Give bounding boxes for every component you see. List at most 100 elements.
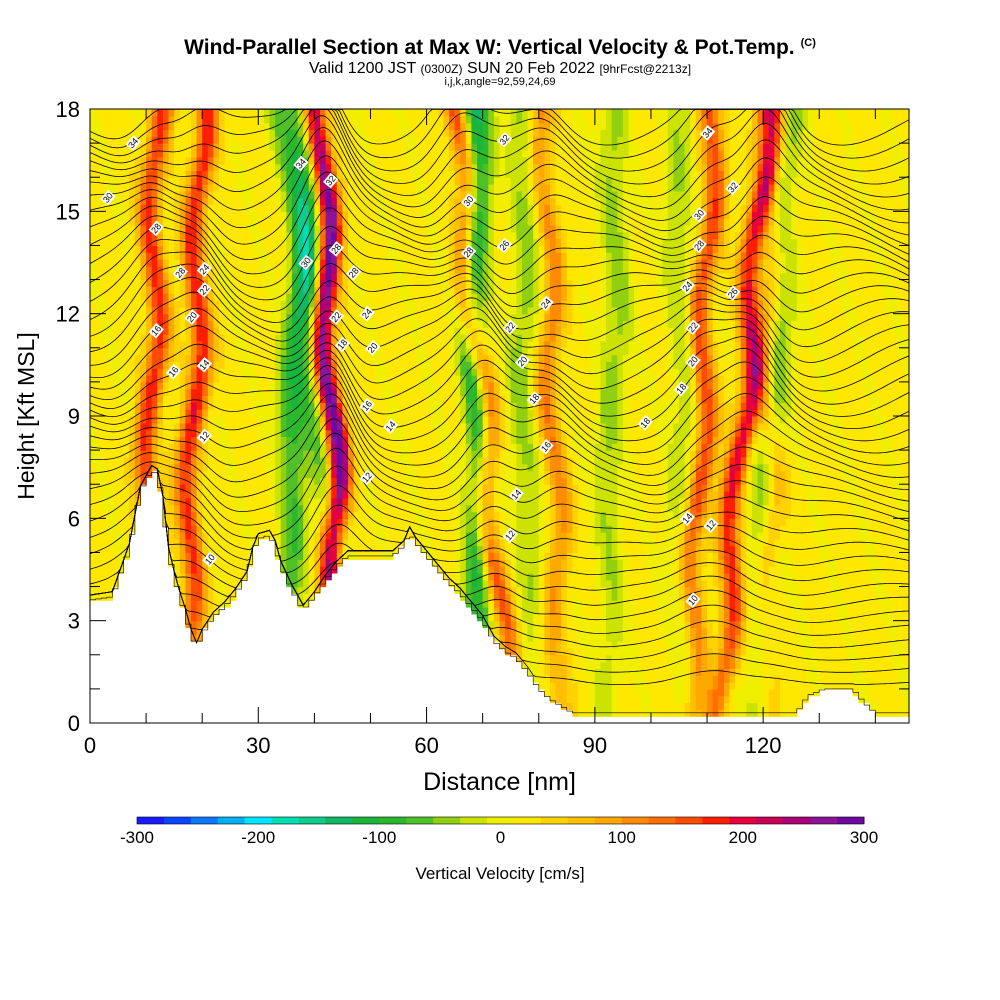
velocity-cell: [207, 293, 215, 301]
velocity-cell: [297, 177, 304, 185]
velocity-cell: [432, 511, 439, 519]
velocity-cell: [157, 300, 164, 308]
velocity-cell: [460, 402, 467, 410]
velocity-cell: [449, 313, 456, 322]
velocity-cell: [269, 122, 276, 131]
velocity-cell: [420, 525, 428, 533]
velocity-cell: [432, 231, 439, 240]
velocity-cell: [230, 579, 237, 588]
velocity-cell: [364, 436, 372, 444]
velocity-cell: [398, 477, 405, 485]
velocity-cell: [432, 361, 439, 369]
velocity-cell: [95, 361, 102, 369]
velocity-cell: [460, 190, 467, 199]
velocity-cell: [409, 375, 416, 383]
velocity-cell: [297, 375, 304, 383]
velocity-cell: [331, 272, 338, 281]
velocity-cell: [106, 224, 114, 233]
velocity-cell: [342, 122, 349, 131]
velocity-cell: [174, 156, 181, 165]
velocity-cell: [213, 511, 220, 519]
velocity-cell: [179, 252, 186, 260]
velocity-cell: [342, 436, 349, 444]
velocity-cell: [179, 402, 186, 410]
velocity-cell: [291, 177, 299, 185]
velocity-cell: [465, 224, 473, 233]
velocity-cell: [190, 204, 198, 212]
velocity-cell: [297, 252, 304, 260]
velocity-cell: [308, 170, 315, 178]
velocity-cell: [157, 409, 164, 417]
velocity-cell: [319, 279, 327, 287]
velocity-cell: [477, 265, 484, 274]
velocity-cell: [118, 149, 125, 158]
velocity-cell: [196, 184, 203, 192]
velocity-cell: [488, 245, 495, 253]
velocity-cell: [258, 388, 265, 397]
velocity-cell: [314, 361, 321, 369]
velocity-cell: [443, 525, 450, 533]
velocity-cell: [392, 368, 400, 376]
velocity-cell: [398, 354, 405, 363]
velocity-cell: [101, 436, 108, 444]
velocity-cell: [196, 572, 203, 581]
velocity-cell: [118, 491, 125, 499]
velocity-cell: [275, 252, 282, 260]
velocity-cell: [460, 204, 467, 212]
velocity-cell: [235, 197, 243, 206]
velocity-cell: [398, 177, 405, 185]
velocity-cell: [449, 388, 456, 397]
velocity-cell: [348, 306, 355, 315]
velocity-cell: [123, 450, 130, 458]
velocity-cell: [235, 381, 243, 390]
velocity-cell: [112, 293, 119, 301]
velocity-cell: [381, 136, 388, 144]
velocity-cell: [263, 218, 271, 226]
velocity-cell: [348, 388, 355, 397]
velocity-cell: [426, 450, 433, 458]
velocity-cell: [392, 156, 400, 165]
velocity-cell: [280, 231, 287, 240]
velocity-cell: [101, 463, 108, 472]
velocity-cell: [319, 218, 327, 226]
velocity-cell: [392, 511, 400, 519]
velocity-cell: [291, 552, 299, 560]
velocity-cell: [359, 388, 366, 397]
velocity-cell: [140, 156, 147, 165]
velocity-cell: [325, 456, 332, 465]
velocity-cell: [471, 368, 478, 376]
velocity-cell: [482, 272, 489, 281]
velocity-cell: [471, 306, 478, 315]
velocity-cell: [151, 245, 158, 253]
velocity-cell: [247, 538, 254, 547]
velocity-cell: [488, 504, 495, 513]
velocity-cell: [471, 170, 478, 178]
velocity-cell: [420, 300, 428, 308]
velocity-cell: [241, 531, 248, 540]
velocity-cell: [381, 265, 388, 274]
velocity-cell: [219, 184, 226, 192]
velocity-cell: [420, 252, 428, 260]
velocity-cell: [241, 511, 248, 519]
velocity-cell: [493, 231, 501, 240]
velocity-cell: [291, 388, 299, 397]
velocity-cell: [224, 586, 231, 594]
velocity-cell: [477, 163, 484, 171]
velocity-cell: [224, 286, 231, 294]
velocity-cell: [190, 566, 198, 574]
velocity-cell: [482, 238, 489, 247]
velocity-cell: [151, 313, 158, 322]
velocity-cell: [477, 170, 484, 178]
velocity-cell: [196, 613, 203, 622]
velocity-cell: [404, 190, 411, 199]
valid-time-line: Valid 1200 JST (0300Z) SUN 20 Feb 2022 […: [0, 60, 1000, 78]
velocity-cell: [308, 156, 315, 165]
velocity-cell: [101, 306, 108, 315]
velocity-cell: [319, 416, 327, 424]
velocity-cell: [454, 491, 461, 499]
velocity-cell: [404, 204, 411, 212]
velocity-cell: [219, 593, 226, 601]
velocity-cell: [291, 497, 299, 506]
velocity-cell: [140, 204, 147, 212]
velocity-cell: [190, 109, 198, 117]
